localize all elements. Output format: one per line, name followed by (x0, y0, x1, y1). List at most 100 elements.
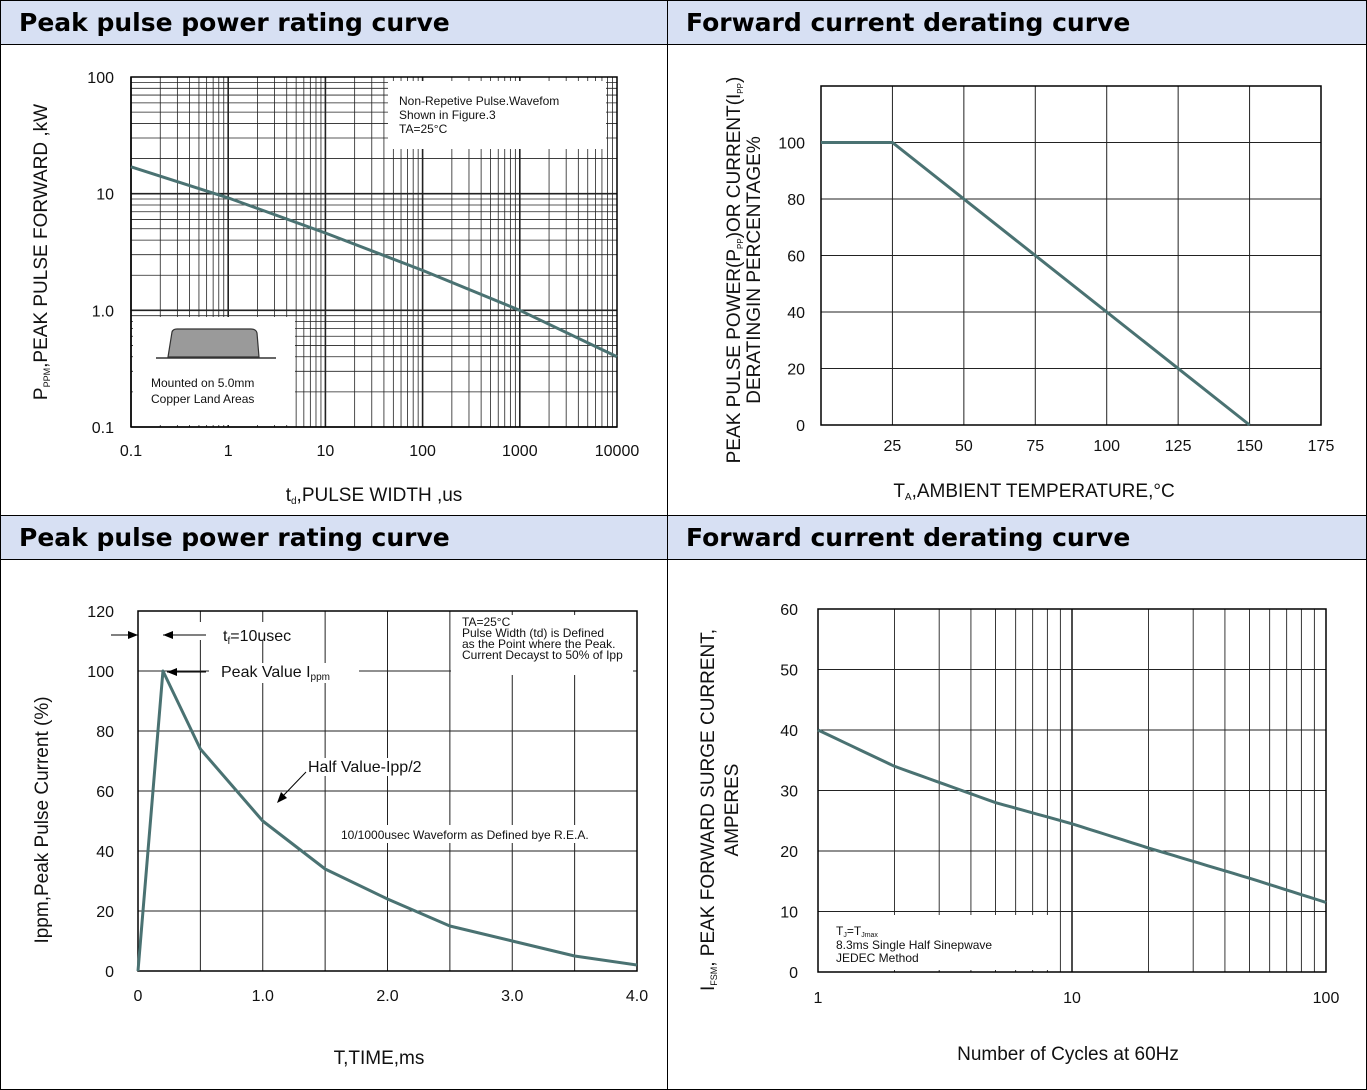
surge-curve (817, 728, 1327, 904)
x-tick-label: 100 (409, 443, 436, 460)
y-tick-label: 40 (96, 844, 114, 861)
y-tick-label: 120 (87, 604, 114, 621)
x-tick-label: 25 (884, 438, 902, 455)
chart-pulse-current-vs-time: tf=10usec Peak Value Ippm Half Value-Ipp/2… (32, 604, 648, 1069)
y-tick-label: 0 (105, 964, 114, 981)
note-text: TA=25°C (462, 615, 511, 629)
y-axis-label: PPPM,PEAK PULSE FORWARD ,kW (31, 104, 52, 400)
x-tick-label: 175 (1308, 438, 1335, 455)
panel-peak-pulse-power-rating: Peak pulse power rating curve Non-Repeti… (0, 0, 668, 516)
arrowhead (163, 631, 173, 639)
y-axis-label-line2: DERATINGIN PERCENTAGE% (744, 136, 765, 404)
y-tick-label: 40 (787, 305, 805, 322)
x-tick-label: 10 (317, 443, 335, 460)
note-text: 8.3ms Single Half Sinepwave (836, 938, 992, 952)
panel-peak-pulse-power-rating-2: Peak pulse power rating curve tf=10usec P… (0, 515, 668, 1090)
y-tick-label: 10 (780, 905, 798, 922)
inset-text: Mounted on 5.0mm (151, 376, 254, 390)
derating-curve (821, 141, 1251, 427)
inset-text: Copper Land Areas (151, 392, 254, 406)
panel-forward-current-derating: Forward current derating curve 25 50 75 100… (667, 0, 1367, 516)
x-tick-label: 3.0 (501, 988, 523, 1005)
x-tick-label: 150 (1236, 438, 1263, 455)
y-tick-label: 40 (780, 723, 798, 740)
y-tick-label: 0 (796, 418, 805, 435)
annotation-text: Shown in Figure.3 (399, 108, 496, 122)
y-tick-label: 1.0 (92, 303, 114, 320)
plot-frame (137, 610, 638, 972)
power-curve (130, 165, 618, 359)
panel-header: Peak pulse power rating curve (1, 1, 667, 45)
half-value-label: Half Value-Ipp/2 (308, 759, 422, 776)
y-tick-label: 10 (96, 187, 114, 204)
y-tick-label: 80 (96, 724, 114, 741)
package-icon (167, 328, 260, 358)
x-tick-label: 125 (1165, 438, 1192, 455)
waveform-label: 10/1000usec Waveform as Defined bye R.E.… (341, 828, 589, 842)
x-tick-label: 1 (814, 990, 823, 1007)
arrowhead (277, 792, 287, 803)
y-tick-label: 60 (96, 784, 114, 801)
plot-frame (817, 608, 1327, 973)
label-bg (451, 615, 633, 675)
y-tick-label: 50 (780, 663, 798, 680)
label-bg (209, 663, 359, 683)
y-tick-label: 100 (778, 136, 805, 153)
x-tick-label: 1 (224, 443, 233, 460)
x-tick-label: 2.0 (376, 988, 398, 1005)
x-axis-label: Number of Cycles at 60Hz (957, 1044, 1179, 1065)
panel-forward-current-derating-2: Forward current derating curve TJ=TJmax 8… (667, 515, 1367, 1090)
y-tick-label: 20 (787, 362, 805, 379)
label-bg (339, 825, 635, 843)
label-bg (304, 758, 422, 776)
waveform-curve (136, 669, 638, 972)
note-text: JEDEC Method (836, 951, 919, 965)
x-tick-label: 4.0 (626, 988, 648, 1005)
note-box (821, 915, 1049, 970)
x-axis-label: TA,AMBIENT TEMPERATURE,°C (893, 481, 1174, 503)
x-tick-label: 1000 (502, 443, 538, 460)
y-tick-label: 100 (87, 664, 114, 681)
panel-header: Forward current derating curve (668, 1, 1366, 45)
y-tick-label: 0.1 (92, 420, 114, 437)
panel-header: Peak pulse power rating curve (1, 516, 667, 560)
arrowhead (167, 668, 177, 676)
x-tick-label: 100 (1313, 990, 1340, 1007)
y-tick-label: 80 (787, 192, 805, 209)
annotation-text: TA=25°C (399, 122, 448, 136)
x-axis-label: T,TIME,ms (334, 1048, 425, 1069)
annotation-box (388, 81, 606, 149)
y-tick-label: 20 (780, 844, 798, 861)
half-arrow (280, 771, 307, 799)
x-axis-label: td,PULSE WIDTH ,us (286, 485, 463, 507)
plot-frame (820, 85, 1322, 426)
x-tick-label: 50 (955, 438, 973, 455)
y-axis-label: Ippm,Peak Pulse Current (%) (32, 696, 53, 943)
y-axis-label-line1: PEAK PULSE POWER(PPP)OR CURRENT(IPP) (724, 77, 745, 464)
y-tick-label: 0 (789, 965, 798, 982)
x-tick-label: 0 (134, 988, 143, 1005)
x-tick-label: 10 (1063, 990, 1081, 1007)
y-tick-label: 100 (87, 70, 114, 87)
note-text: as the Point where the Peak. (462, 637, 615, 651)
y-tick-label: 20 (96, 904, 114, 921)
x-tick-label: 100 (1093, 438, 1120, 455)
panel-header: Forward current derating curve (668, 516, 1366, 560)
note-text: TJ=TJmax (836, 924, 878, 939)
y-axis-label-line1: IFSM, PEAK FORWARD SURGE CURRENT, (698, 629, 719, 991)
peak-label: Peak Value Ippm (221, 664, 330, 683)
tf-label: tf=10usec (223, 628, 291, 647)
y-axis-label-line2: AMPERES (722, 764, 743, 857)
x-tick-label: 1.0 (252, 988, 274, 1005)
annotation-text: Non-Repetive Pulse.Wavefom (399, 94, 559, 108)
x-tick-label: 75 (1026, 438, 1044, 455)
y-tick-label: 60 (780, 602, 798, 619)
note-text: Pulse Width (td) is Defined (462, 626, 604, 640)
x-tick-label: 0.1 (120, 443, 142, 460)
arrowhead (128, 631, 138, 639)
x-tick-label: 10000 (595, 443, 640, 460)
y-tick-label: 30 (780, 784, 798, 801)
note-text: Current Decayst to 50% of Ipp (462, 648, 623, 662)
